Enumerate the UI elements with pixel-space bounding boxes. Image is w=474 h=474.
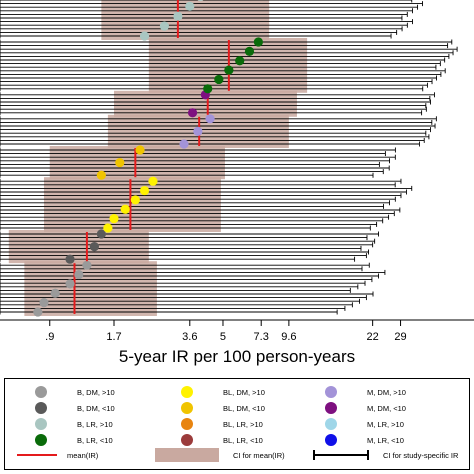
legend-label: B, DM, >10: [77, 387, 115, 397]
study-point: [103, 223, 113, 233]
study-point: [33, 307, 43, 317]
legend-marker: [325, 418, 337, 430]
legend-ci-study-label: CI for study-specific IR: [383, 450, 459, 460]
x-tick-label: 9.6: [281, 331, 296, 343]
legend-marker: [325, 434, 337, 446]
legend-marker: [181, 386, 193, 398]
legend-marker: [181, 402, 193, 414]
study-point: [115, 158, 125, 168]
legend-marker: [35, 386, 47, 398]
legend-item: BL, DM, >10: [181, 385, 265, 399]
legend-item: B, LR, >10: [35, 417, 113, 431]
x-tick-label: 1.7: [106, 331, 121, 343]
ci-mean-box-1: [8, 230, 149, 264]
study-point: [109, 214, 119, 224]
legend-item: M, LR, >10: [325, 417, 404, 431]
study-point: [253, 37, 263, 47]
legend-marker: [35, 418, 47, 430]
forest-plot: .9 1.7 3.6 5 7.3 9.6 22 29 5-year IR per 100 pe…: [0, 0, 474, 366]
legend-item: BL, LR, >10: [181, 417, 263, 431]
study-point: [193, 126, 203, 136]
legend-mean: mean(IR): [17, 447, 98, 463]
legend-label: M, DM, >10: [367, 387, 406, 397]
legend-ci-study: CI for study-specific IR: [313, 447, 458, 463]
legend-ci-mean-box: [155, 448, 219, 462]
legend-item: BL, LR, <10: [181, 433, 263, 447]
study-point: [74, 269, 84, 280]
x-tick-label: .9: [45, 331, 54, 343]
legend-item: M, LR, <10: [325, 433, 404, 447]
x-tick-label: 22: [367, 331, 379, 343]
legend: B, DM, >10 BL, DM, >10 M, DM, >10 B, DM, <1…: [4, 378, 470, 470]
study-point: [159, 21, 170, 31]
legend-ci-mean-label: CI for mean(IR): [233, 450, 285, 460]
study-point: [235, 56, 245, 66]
legend-ci-mean: CI for mean(IR): [155, 447, 285, 463]
study-point: [173, 11, 183, 21]
legend-label: BL, LR, <10: [223, 435, 263, 445]
legend-item: BL, DM, <10: [181, 401, 265, 415]
x-axis: .9 1.7 3.6 5 7.3 9.6 22 29: [0, 319, 474, 343]
legend-label: BL, DM, <10: [223, 403, 265, 413]
legend-mean-label: mean(IR): [67, 450, 99, 460]
study-point: [244, 46, 255, 56]
study-point: [203, 84, 213, 94]
study-point: [39, 298, 49, 308]
study-point: [135, 145, 145, 155]
study-point: [89, 242, 99, 252]
study-point: [130, 195, 140, 205]
legend-marker: [35, 434, 47, 446]
study-point: [197, 0, 204, 1]
legend-item: M, DM, >10: [325, 385, 406, 399]
legend-marker: [35, 402, 47, 414]
ci-mean-box-0: [24, 261, 157, 316]
study-point: [187, 108, 198, 118]
legend-marker: [181, 434, 193, 446]
study-point: [65, 279, 75, 289]
study-point: [96, 170, 106, 180]
study-point: [185, 1, 195, 11]
legend-label: B, LR, <10: [77, 435, 113, 445]
study-point: [82, 260, 92, 270]
legend-label: M, LR, >10: [367, 419, 404, 429]
legend-label: BL, LR, >10: [223, 419, 263, 429]
legend-mean-line: [17, 454, 57, 456]
study-point: [179, 139, 189, 149]
legend-item: M, DM, <10: [325, 401, 406, 415]
legend-item: B, DM, <10: [35, 401, 115, 415]
legend-label: BL, DM, >10: [223, 387, 265, 397]
study-point: [224, 65, 234, 75]
study-point: [214, 74, 224, 85]
x-axis-title: 5-year IR per 100 person-years: [119, 347, 355, 366]
x-tick-label: 5: [220, 331, 226, 343]
legend-label: B, DM, <10: [77, 403, 115, 413]
study-point: [205, 114, 215, 124]
study-point: [139, 31, 150, 41]
legend-ci-study-bar: [313, 450, 369, 460]
legend-label: M, DM, <10: [367, 403, 406, 413]
x-tick-label: 7.3: [254, 331, 269, 343]
study-point: [50, 288, 60, 298]
legend-marker: [325, 386, 337, 398]
legend-marker: [325, 402, 337, 414]
legend-item: B, LR, <10: [35, 433, 113, 447]
x-tick-label: 3.6: [182, 331, 197, 343]
legend-marker: [181, 418, 193, 430]
study-point: [96, 229, 106, 239]
study-point: [65, 254, 75, 264]
plot-area: [0, 0, 458, 317]
ci-mean-box-2: [43, 177, 221, 232]
legend-label: M, LR, <10: [367, 435, 404, 445]
study-point: [139, 185, 150, 196]
study-point: [148, 176, 158, 186]
legend-item: B, DM, >10: [35, 385, 115, 399]
study-point: [120, 204, 130, 214]
legend-label: B, LR, >10: [77, 419, 113, 429]
x-tick-label: 29: [394, 331, 406, 343]
